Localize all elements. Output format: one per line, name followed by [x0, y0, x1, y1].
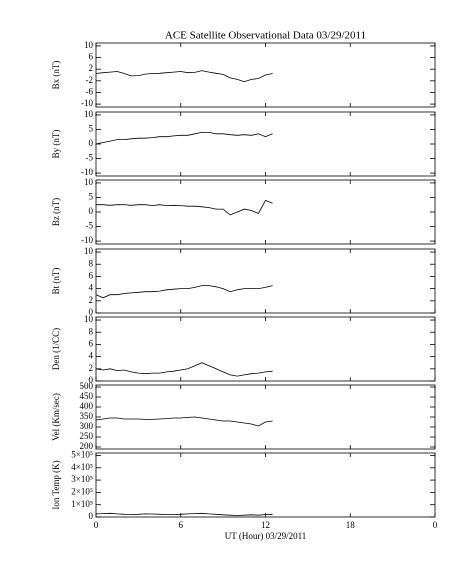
data-line [95, 132, 273, 145]
y-tick-label: -10 [81, 235, 93, 245]
y-tick-label: -5 [86, 153, 94, 163]
y-tick-label: 0 [89, 511, 94, 521]
y-tick-label: -10 [81, 167, 93, 177]
y-axis-label: By (nT) [51, 130, 61, 159]
y-axis-label: Bz (nT) [51, 198, 61, 226]
y-tick-label: 0 [89, 375, 94, 385]
plot-frame [95, 111, 436, 177]
x-tick-label: 12 [261, 520, 270, 530]
y-tick-label: 10 [84, 40, 94, 50]
y-tick-label: 350 [80, 411, 94, 421]
y-tick-label: 4 [89, 351, 94, 361]
y-tick-label: -6 [86, 87, 94, 97]
x-tick-label: 0 [94, 520, 99, 530]
data-line [95, 362, 273, 377]
plot-frame [95, 248, 436, 314]
y-tick-label: 8 [89, 326, 94, 336]
x-tick-label: 0 [433, 520, 438, 530]
y-tick-label: 2×10⁵ [71, 486, 93, 496]
y-tick-label: 10 [84, 177, 94, 187]
y-tick-label: -5 [86, 221, 94, 231]
y-tick-label: 6 [89, 338, 94, 348]
y-tick-label: 450 [80, 391, 94, 401]
y-tick-label: 0 [89, 307, 94, 317]
y-tick-label: 5 [89, 192, 94, 202]
x-tick-label: 6 [179, 520, 184, 530]
y-axis-label: Ion Temp (K) [51, 460, 61, 509]
y-tick-label: 6 [89, 270, 94, 280]
data-line [95, 512, 273, 516]
y-tick-label: 2 [89, 63, 94, 73]
y-tick-label: 4×10⁵ [71, 462, 93, 472]
y-tick-label: 3×10⁵ [71, 474, 93, 484]
plot-frame [95, 316, 436, 382]
y-tick-label: 10 [84, 246, 94, 256]
y-tick-label: 2 [89, 363, 94, 373]
y-axis-label: Bx (nT) [51, 61, 61, 90]
y-tick-label: 0 [89, 138, 94, 148]
x-axis-label: UT (Hour) 03/29/2011 [225, 531, 307, 541]
y-axis-label: Bt (nT) [51, 268, 61, 295]
y-tick-label: 400 [80, 401, 94, 411]
y-tick-label: 500 [80, 381, 94, 391]
y-tick-label: 5×10⁵ [71, 450, 93, 460]
y-tick-label: 10 [84, 314, 94, 324]
plot-frame [95, 452, 436, 518]
y-tick-label: 2 [89, 295, 94, 305]
y-tick-label: 300 [80, 421, 94, 431]
data-line [95, 285, 273, 299]
data-line [95, 416, 273, 427]
y-axis-label: Vel (Km/sec) [51, 393, 61, 441]
plot-frame [95, 179, 436, 245]
plot-frame [95, 384, 436, 450]
chart-title: ACE Satellite Observational Data 03/29/2… [165, 30, 366, 42]
y-tick-label: -2 [86, 75, 94, 85]
data-line [96, 199, 273, 216]
y-tick-label: 250 [80, 431, 94, 441]
y-tick-label: -10 [81, 98, 93, 108]
y-tick-label: 1×10⁵ [71, 499, 93, 509]
y-tick-label: 200 [80, 441, 94, 451]
y-axis-label: Den (1/CC) [51, 328, 61, 370]
y-tick-label: 5 [89, 124, 94, 134]
y-tick-label: 0 [89, 206, 94, 216]
y-tick-label: 4 [89, 283, 94, 293]
y-tick-label: 8 [89, 258, 94, 268]
x-tick-label: 18 [346, 520, 356, 530]
y-tick-label: 6 [89, 52, 94, 62]
data-line [95, 70, 273, 83]
y-tick-label: 10 [84, 109, 94, 119]
